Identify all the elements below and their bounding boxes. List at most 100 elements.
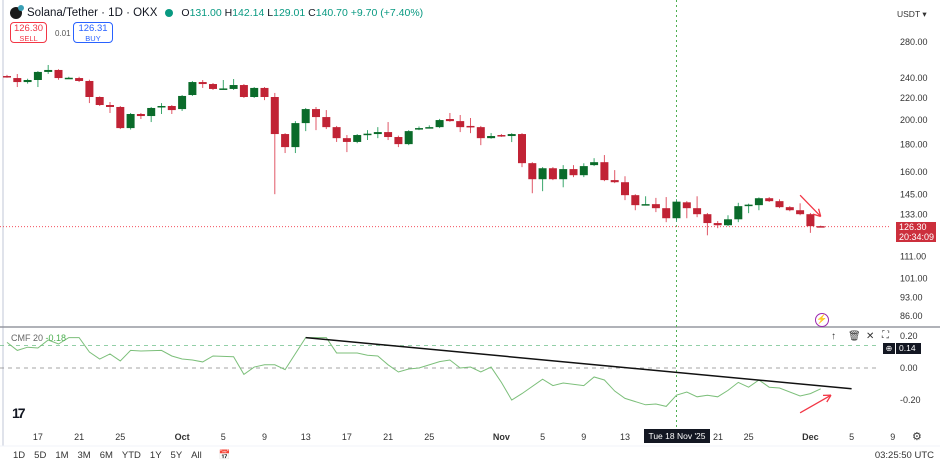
range-5d[interactable]: 5D: [34, 450, 47, 461]
buy-button[interactable]: 126.31 BUY: [73, 22, 113, 43]
candle-down: [322, 117, 331, 128]
candle-up: [507, 134, 516, 137]
cmf-legend[interactable]: CMF 20 -0.18: [11, 333, 67, 343]
cmf-tick-label: 0.00: [900, 363, 918, 373]
candle-up: [415, 128, 423, 130]
price-tick-label: 220.00: [900, 93, 928, 103]
range-3m[interactable]: 3M: [77, 450, 91, 461]
price-tick-label: 240.00: [900, 73, 928, 83]
candle-up: [301, 109, 310, 124]
range-1m[interactable]: 1M: [55, 450, 69, 461]
close-icon[interactable]: ✕: [866, 331, 875, 342]
candle-down: [806, 214, 815, 227]
time-tick-label: 9: [581, 432, 586, 442]
clock[interactable]: 03:25:50 UTC: [874, 450, 934, 461]
tradingview-logo[interactable]: 17: [12, 405, 26, 421]
solana-logo-icon: [10, 5, 24, 19]
candle-up: [126, 113, 135, 129]
candle-up: [44, 69, 53, 72]
candle-down: [394, 137, 403, 145]
symbol-title[interactable]: Solana/Tether · 1D · OKX: [27, 7, 158, 19]
time-tick-label: 13: [301, 432, 311, 442]
move-up-icon[interactable]: ↑: [831, 331, 836, 342]
time-tick-label: 25: [744, 432, 754, 442]
range-1y[interactable]: 1Y: [149, 450, 162, 461]
sell-button[interactable]: 126.30 SELL: [10, 22, 47, 43]
currency-select[interactable]: USDT ▾: [897, 9, 927, 19]
candle-down: [332, 127, 341, 139]
candle-down: [456, 121, 465, 128]
candle-down: [384, 132, 393, 138]
candle-down: [518, 134, 526, 164]
candle-up: [219, 88, 228, 90]
time-tick-label: 5: [849, 432, 854, 442]
cmf-arrow: [799, 394, 832, 414]
last-price-label: 126.30 20:34:09: [896, 222, 936, 242]
time-tick-label: Dec: [802, 432, 819, 442]
candle-up: [373, 132, 382, 135]
spread-value: 0.01: [55, 29, 71, 38]
cmf-trendline: [305, 336, 852, 390]
candle-down: [775, 201, 784, 208]
settings-gear-icon[interactable]: ⚙: [912, 431, 922, 443]
price-arrow-head: [817, 208, 822, 217]
candle-down: [785, 207, 794, 211]
candle-up: [672, 201, 681, 219]
candle-up: [157, 105, 166, 108]
candle-up: [353, 135, 362, 142]
calendar-goto-icon[interactable]: 📅: [218, 450, 231, 461]
candle-up: [487, 136, 496, 139]
price-tick-label: 180.00: [900, 140, 928, 150]
candle-up: [754, 198, 763, 206]
candle-up: [33, 71, 42, 80]
candle-down: [497, 135, 506, 137]
candle-up: [590, 162, 599, 166]
candle-down: [239, 85, 248, 98]
range-6m[interactable]: 6M: [99, 450, 113, 461]
cmf-tick-label: -0.20: [900, 395, 921, 405]
candle-down: [466, 125, 475, 128]
time-tick-label: Nov: [493, 432, 510, 442]
candle-down: [281, 134, 290, 148]
candle-up: [229, 85, 238, 89]
candle-down: [136, 113, 145, 117]
time-tick-label: 13: [620, 432, 630, 442]
range-all[interactable]: All: [191, 450, 202, 461]
candle-down: [260, 87, 269, 98]
time-tick-label: 17: [342, 432, 352, 442]
add-icon[interactable]: ⊕: [883, 343, 895, 354]
candle-down: [651, 204, 660, 209]
candle-up: [538, 168, 547, 180]
candle-up: [23, 79, 32, 83]
time-tick-label: 5: [221, 432, 226, 442]
maximize-icon[interactable]: ⛶: [882, 330, 889, 341]
candle-up: [188, 82, 197, 96]
candle-up: [64, 77, 73, 80]
range-1d[interactable]: 1D: [13, 450, 26, 461]
lightning-event-icon[interactable]: ⚡: [815, 313, 829, 327]
candle-up: [404, 131, 413, 145]
price-tick-label: 111.00: [900, 252, 926, 262]
time-tick-label: 9: [262, 432, 267, 442]
cmf-tick-label: 0.20: [900, 331, 918, 341]
candle-up: [641, 204, 650, 206]
candle-down: [54, 69, 63, 79]
candle-up: [363, 133, 372, 136]
range-ytd[interactable]: YTD: [121, 450, 141, 461]
range-5y[interactable]: 5Y: [170, 450, 183, 461]
time-tick-label: Oct: [175, 432, 190, 442]
time-tick-label: 17: [33, 432, 43, 442]
price-tick-label: 145.00: [900, 190, 928, 200]
price-tick-label: 280.00: [900, 37, 928, 47]
price-tick-label: 200.00: [900, 115, 928, 125]
price-arrow-head: [812, 213, 821, 218]
trash-icon[interactable]: 🗑: [848, 331, 861, 342]
price-tick-label: 86.00: [900, 311, 923, 321]
candle-down: [95, 97, 104, 106]
candle-down: [476, 127, 485, 139]
candle-down: [75, 78, 84, 81]
time-tick-label: 21: [383, 432, 393, 442]
candle-down: [342, 138, 351, 142]
candle-up: [579, 166, 588, 176]
